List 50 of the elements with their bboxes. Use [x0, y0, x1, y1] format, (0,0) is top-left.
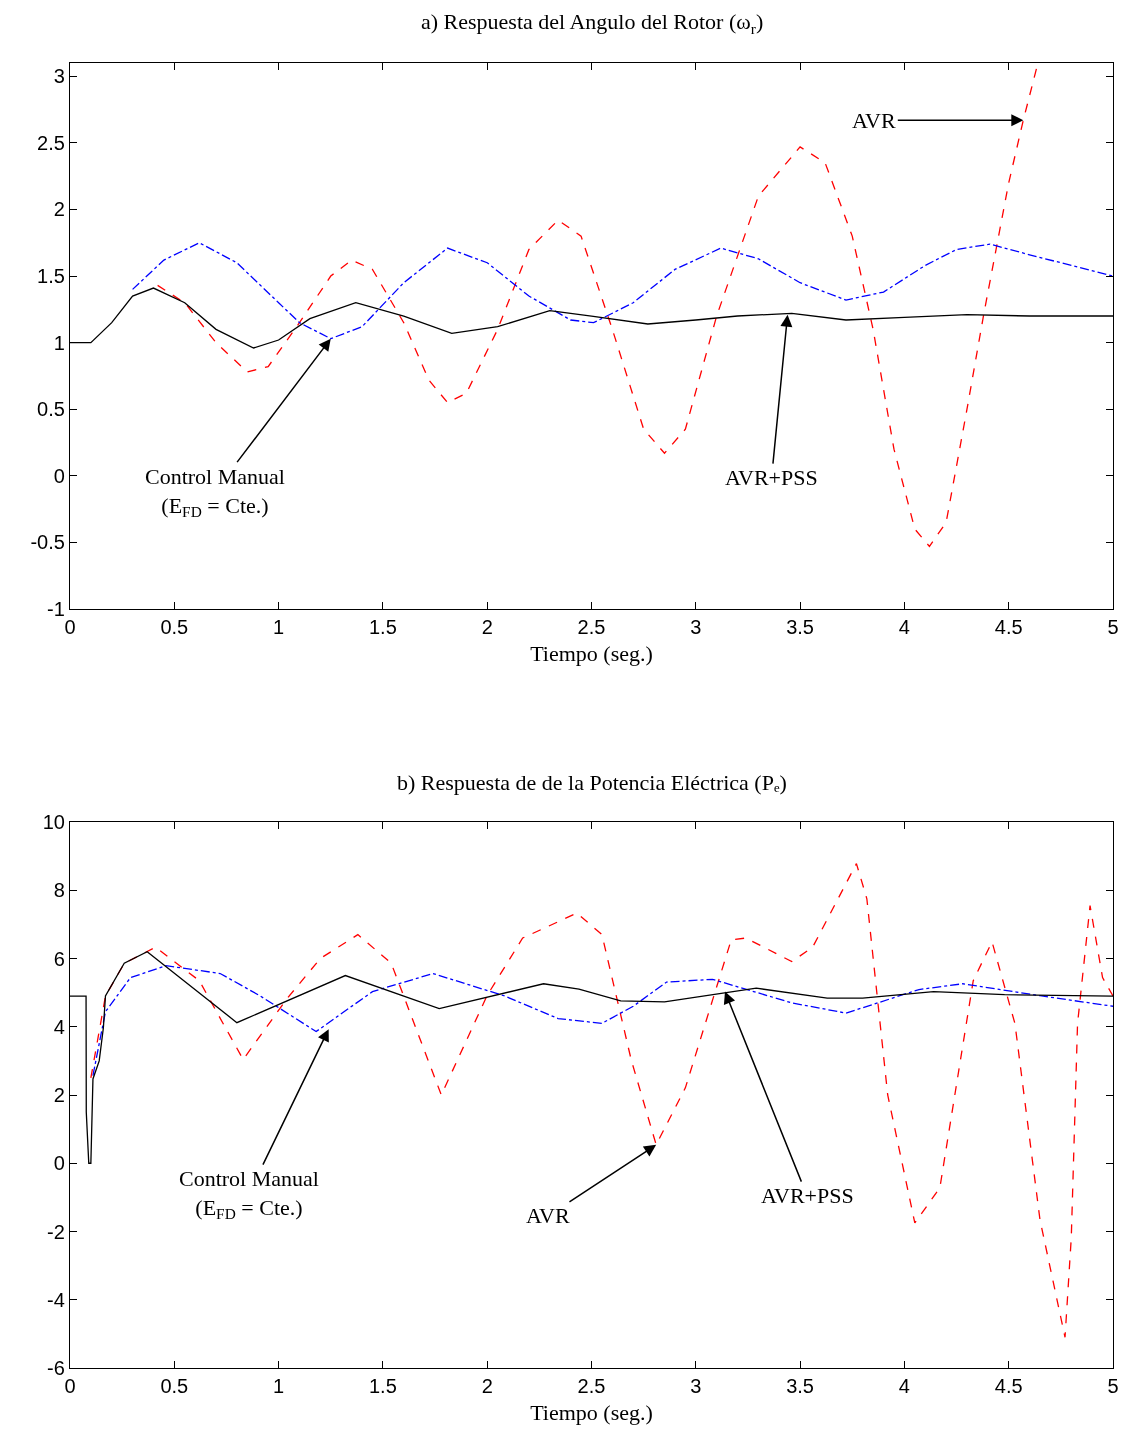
x-tick-label: 5	[1107, 1375, 1119, 1398]
chart-title: b) Respuesta de de la Potencia Eléctrica (Pₑ)	[397, 770, 787, 795]
x-tick-label: 2.5	[577, 1375, 606, 1398]
x-tick-label: 1.5	[368, 1375, 397, 1398]
x-tick-label: 5	[1107, 616, 1119, 639]
y-tick-label: 1.5	[37, 265, 65, 288]
line-series	[90, 862, 1113, 1338]
y-tick-label: 1	[53, 331, 65, 354]
x-tick-label: 1	[273, 616, 285, 639]
x-tick-label: 4	[898, 616, 910, 639]
y-tick-label: 2	[53, 198, 65, 221]
x-tick-label: 3.5	[786, 1375, 815, 1398]
x-tick-label: 2	[481, 616, 493, 639]
x-tick-label: 3.5	[786, 616, 815, 639]
y-tick-label: 0	[53, 1152, 65, 1175]
y-tick-label: 10	[42, 811, 65, 833]
y-tick-label: -1	[47, 598, 65, 620]
x-tick-label: 3	[690, 616, 702, 639]
y-tick-label: -4	[47, 1288, 65, 1311]
y-tick-label: 0.5	[37, 398, 65, 421]
y-tick-label: 6	[53, 947, 65, 970]
x-tick-label: 1.5	[368, 616, 397, 639]
y-tick-label: 8	[53, 879, 65, 902]
annotation: AVR+PSS	[725, 465, 818, 490]
annotation: Control Manual (E$_{FD}$ = Cte.)	[145, 464, 285, 521]
x-tick-label: 4.5	[994, 616, 1023, 639]
x-axis-title: Tiempo (seg.)	[530, 1400, 653, 1425]
y-tick-label: -2	[47, 1220, 65, 1243]
annotation: Control Manual (E$_{FD}$ = Cte.)	[179, 1166, 319, 1223]
x-axis-title: Tiempo (seg.)	[530, 641, 653, 666]
annotation: AVR+PSS	[761, 1183, 854, 1208]
x-tick-label: 2	[481, 1375, 493, 1398]
x-tick-label: 2.5	[577, 616, 606, 639]
x-tick-label: 4.5	[994, 1375, 1023, 1398]
y-tick-label: 3	[53, 65, 65, 88]
y-tick-label: 4	[53, 1015, 65, 1038]
x-tick-label: 0.5	[160, 616, 189, 639]
x-tick-label: 4	[898, 1375, 910, 1398]
y-tick-label: 0	[53, 464, 65, 487]
annotation: AVR	[852, 108, 896, 133]
line-series	[92, 965, 1113, 1077]
y-tick-label: 2.5	[37, 131, 65, 154]
y-tick-label: -6	[47, 1357, 65, 1379]
y-tick-label: -0.5	[30, 531, 65, 554]
x-tick-label: 0.5	[160, 1375, 189, 1398]
x-tick-label: 1	[273, 1375, 285, 1398]
x-tick-label: 3	[690, 1375, 702, 1398]
y-tick-label: 2	[53, 1084, 65, 1106]
annotation: AVR	[526, 1203, 570, 1228]
chart-title: a) Respuesta del Angulo del Rotor (ω$_{r}$)	[421, 9, 764, 37]
